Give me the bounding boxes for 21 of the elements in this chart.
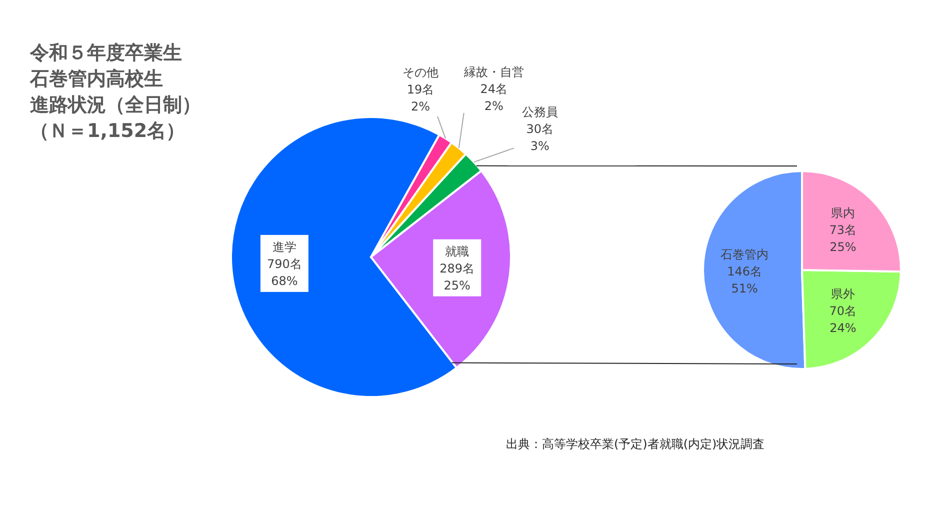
slice-label: その他 [402,65,439,80]
slice-label: 就職 [445,244,470,258]
slice-label: 縁故・自営 [462,65,524,80]
chart-title: 令和５年度卒業生 [30,41,183,66]
data-label: 70名 24% [829,304,857,335]
data-label: 24名 2% [480,82,508,114]
slice-label: 県内 [830,206,855,220]
source-note: 出典：高等学校卒業(予定)者就職(内定)状況調査 [506,436,765,453]
text: （Ｎ＝1,152名） [30,119,186,144]
data-label: 790名 68% [266,256,302,288]
data-label: 30名 3% [526,122,554,154]
slice-label: 進学 [272,240,296,254]
chart-subtitle: 石巻管内高校生 [30,67,164,92]
slice-label: 石巻管内 [720,247,769,262]
data-label: 146名 51% [727,264,762,296]
data-label: 19名 2% [406,82,434,114]
text: 進路状況（全日制） [30,93,201,118]
slice-label: 県外 [830,286,855,301]
data-label: 289名 25% [440,261,475,292]
slice-label: 公務員 [522,105,558,120]
data-label: 73名 25% [829,223,857,254]
